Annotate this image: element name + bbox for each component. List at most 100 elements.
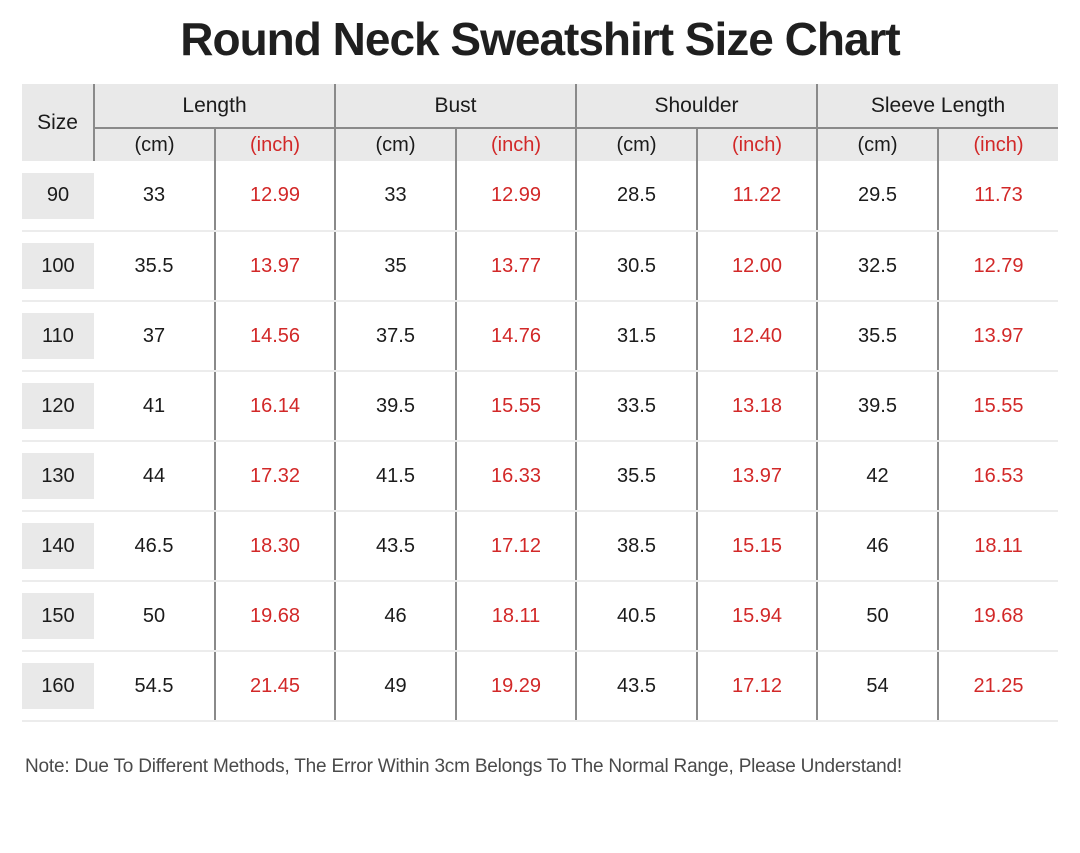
sleeve-inch-cell: 19.68 [937, 581, 1059, 652]
bust-inch-cell: 19.29 [455, 651, 577, 722]
size-chip: 160 [22, 663, 94, 709]
unit-header-bust-inch: (inch) [455, 128, 577, 161]
sleeve-cm-cell: 50 [816, 581, 939, 652]
unit-header-bust-cm: (cm) [334, 128, 457, 161]
group-header-row: Size Length Bust Shoulder Sleeve Length [22, 84, 1059, 161]
size-cell: 140 [22, 511, 94, 582]
table-body: 90 33 12.99 33 12.99 28.5 11.22 29.5 11.… [22, 161, 1059, 722]
size-chip: 100 [22, 243, 94, 289]
size-cell: 120 [22, 371, 94, 442]
shoulder-inch-cell: 12.00 [696, 231, 818, 302]
bust-cm-cell: 49 [334, 651, 457, 722]
table-row: 120 41 16.14 39.5 15.55 33.5 13.18 39.5 … [22, 371, 1059, 442]
size-chip: 120 [22, 383, 94, 429]
size-chart-table: Size Length Bust Shoulder Sleeve Length … [22, 84, 1059, 722]
group-header-length: Length [92, 84, 336, 129]
table-row: 130 44 17.32 41.5 16.33 35.5 13.97 42 16… [22, 441, 1059, 512]
sleeve-cm-cell: 46 [816, 511, 939, 582]
sleeve-cm-cell: 35.5 [816, 301, 939, 372]
sleeve-cm-cell: 29.5 [816, 161, 939, 232]
sleeve-cm-cell: 54 [816, 651, 939, 722]
shoulder-inch-cell: 13.18 [696, 371, 818, 442]
shoulder-cm-cell: 35.5 [575, 441, 698, 512]
shoulder-cm-cell: 40.5 [575, 581, 698, 652]
shoulder-cm-cell: 31.5 [575, 301, 698, 372]
bust-inch-cell: 12.99 [455, 161, 577, 232]
shoulder-cm-cell: 33.5 [575, 371, 698, 442]
note-text: Note: Due To Different Methods, The Erro… [25, 756, 902, 777]
table-row: 160 54.5 21.45 49 19.29 43.5 17.12 54 21… [22, 651, 1059, 722]
sleeve-cm-cell: 42 [816, 441, 939, 512]
unit-header-length-inch: (inch) [213, 128, 336, 161]
bust-cm-cell: 35 [334, 231, 457, 302]
sleeve-inch-cell: 12.79 [937, 231, 1059, 302]
size-cell: 90 [22, 161, 94, 232]
shoulder-inch-cell: 15.15 [696, 511, 818, 582]
sleeve-inch-cell: 15.55 [937, 371, 1059, 442]
table-row: 150 50 19.68 46 18.11 40.5 15.94 50 19.6… [22, 581, 1059, 652]
length-inch-cell: 14.56 [213, 301, 336, 372]
length-inch-cell: 17.32 [213, 441, 336, 512]
size-chip: 150 [22, 593, 94, 639]
shoulder-inch-cell: 12.40 [696, 301, 818, 372]
sleeve-cm-cell: 32.5 [816, 231, 939, 302]
size-chip: 140 [22, 523, 94, 569]
length-cm-cell: 50 [94, 581, 215, 652]
bust-cm-cell: 37.5 [334, 301, 457, 372]
bust-inch-cell: 15.55 [455, 371, 577, 442]
size-cell: 110 [22, 301, 94, 372]
table-row: 100 35.5 13.97 35 13.77 30.5 12.00 32.5 … [22, 231, 1059, 302]
shoulder-inch-cell: 11.22 [696, 161, 818, 232]
unit-header-length-cm: (cm) [93, 128, 215, 161]
length-inch-cell: 19.68 [213, 581, 336, 652]
group-header-sleeve-length: Sleeve Length [816, 84, 1059, 129]
bust-cm-cell: 43.5 [334, 511, 457, 582]
size-cell: 100 [22, 231, 94, 302]
length-cm-cell: 46.5 [94, 511, 215, 582]
shoulder-cm-cell: 43.5 [575, 651, 698, 722]
sleeve-inch-cell: 11.73 [937, 161, 1059, 232]
length-inch-cell: 21.45 [213, 651, 336, 722]
unit-header-shoulder-cm: (cm) [575, 128, 698, 161]
shoulder-inch-cell: 17.12 [696, 651, 818, 722]
size-chip: 110 [22, 313, 94, 359]
shoulder-cm-cell: 30.5 [575, 231, 698, 302]
sleeve-cm-cell: 39.5 [816, 371, 939, 442]
table-row: 90 33 12.99 33 12.99 28.5 11.22 29.5 11.… [22, 161, 1059, 232]
bust-cm-cell: 39.5 [334, 371, 457, 442]
size-cell: 150 [22, 581, 94, 652]
bust-cm-cell: 46 [334, 581, 457, 652]
sleeve-inch-cell: 18.11 [937, 511, 1059, 582]
length-cm-cell: 41 [94, 371, 215, 442]
length-cm-cell: 37 [94, 301, 215, 372]
shoulder-inch-cell: 15.94 [696, 581, 818, 652]
size-cell: 130 [22, 441, 94, 512]
length-cm-cell: 33 [94, 161, 215, 232]
shoulder-inch-cell: 13.97 [696, 441, 818, 512]
unit-header-sleeve-inch: (inch) [937, 128, 1059, 161]
bust-cm-cell: 33 [334, 161, 457, 232]
bust-inch-cell: 18.11 [455, 581, 577, 652]
group-header-bust: Bust [334, 84, 577, 129]
bust-inch-cell: 14.76 [455, 301, 577, 372]
sleeve-inch-cell: 16.53 [937, 441, 1059, 512]
unit-header-sleeve-cm: (cm) [816, 128, 939, 161]
size-cell: 160 [22, 651, 94, 722]
size-chip: 130 [22, 453, 94, 499]
table-row: 140 46.5 18.30 43.5 17.12 38.5 15.15 46 … [22, 511, 1059, 582]
length-inch-cell: 16.14 [213, 371, 336, 442]
bust-inch-cell: 17.12 [455, 511, 577, 582]
group-header-shoulder: Shoulder [575, 84, 818, 129]
page-title: Round Neck Sweatshirt Size Chart [180, 13, 901, 65]
length-inch-cell: 18.30 [213, 511, 336, 582]
unit-header-row: (cm) (inch) (cm) (inch) (cm) (inch) (cm)… [22, 128, 1059, 161]
length-inch-cell: 13.97 [213, 231, 336, 302]
length-cm-cell: 54.5 [94, 651, 215, 722]
length-cm-cell: 44 [94, 441, 215, 512]
size-column-header: Size [22, 84, 95, 161]
unit-header-shoulder-inch: (inch) [696, 128, 818, 161]
bust-inch-cell: 16.33 [455, 441, 577, 512]
sleeve-inch-cell: 21.25 [937, 651, 1059, 722]
table-row: 110 37 14.56 37.5 14.76 31.5 12.40 35.5 … [22, 301, 1059, 372]
bust-inch-cell: 13.77 [455, 231, 577, 302]
